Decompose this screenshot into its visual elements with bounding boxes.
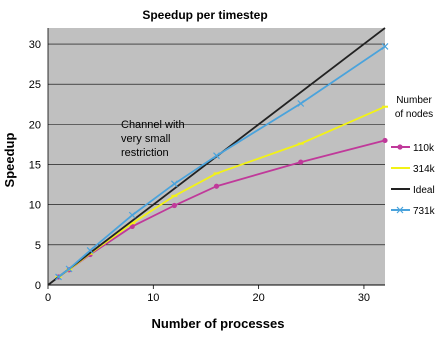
data-point [381,43,389,50]
data-point [86,247,94,254]
data-point [213,183,220,189]
legend-item-110k: 110k [391,143,435,154]
annotation-line-3: restriction [121,147,169,159]
data-point [171,202,177,209]
grid-lines [47,28,385,289]
series-731k [55,43,389,281]
legend: Number of nodes 110k 314k Ideal 731k [391,95,436,217]
chart-title: Speedup per timestep [142,8,267,22]
annotation-line-1: Channel with [121,119,185,131]
data-point [170,180,178,188]
legend-marker [397,144,403,150]
series-group [47,27,389,286]
legend-item-314k: 314k [391,164,436,175]
legend-title-line-1: Number [396,95,432,106]
x-tick-label: 30 [358,292,370,304]
x-tick-label: 0 [45,292,51,304]
tick-labels: 0 5 10 15 20 25 30 0 10 20 30 [29,39,370,304]
legend-entries: 110k 314k Ideal 731k [391,143,436,217]
series-line [57,45,386,278]
data-point [298,159,304,165]
legend-label: 314k [413,164,436,175]
y-tick-label: 30 [29,39,41,51]
y-axis-title: Speedup [2,132,17,187]
annotation-line-2: very small [121,133,171,145]
legend-item-ideal: Ideal [391,185,435,196]
x-tick-label: 20 [253,292,265,304]
legend-item-731k: 731k [391,206,436,217]
y-tick-label: 20 [29,119,41,131]
legend-label: Ideal [413,185,435,196]
annotation: Channel with very small restriction [121,119,185,159]
legend-marker [396,206,404,214]
data-point [55,273,62,281]
y-tick-label: 10 [29,200,41,212]
y-tick-label: 25 [29,79,41,91]
legend-label: 731k [413,206,436,217]
y-tick-label: 0 [35,280,41,292]
data-point [297,100,305,107]
data-point [382,137,388,144]
x-tick-label: 10 [147,292,159,304]
y-tick-label: 15 [29,160,41,172]
x-axis-title: Number of processes [152,316,285,331]
legend-label: 110k [413,143,435,154]
y-tick-label: 5 [35,240,41,252]
data-point [65,265,73,273]
legend-title-line-2: of nodes [395,109,433,120]
data-point [128,211,136,219]
data-point [213,152,220,160]
